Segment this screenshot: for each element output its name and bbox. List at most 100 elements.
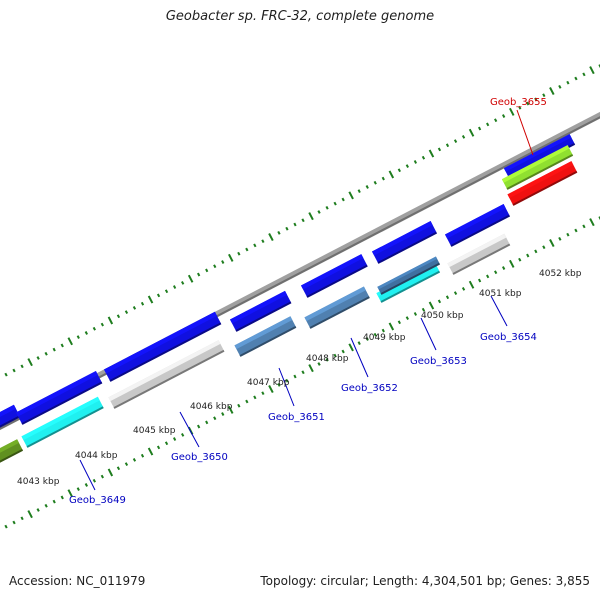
- inner-scale-tick: [237, 403, 241, 408]
- outer-scale-tick: [124, 310, 129, 314]
- outer-scale-tick: [253, 243, 257, 248]
- gene-label[interactable]: Geob_3655: [490, 97, 547, 108]
- outer-scale-tick: [285, 226, 289, 231]
- outer-scale-tick: [582, 72, 586, 77]
- scale-tick-label: 4043 kbp: [17, 477, 60, 487]
- scale-tick-label: 4052 kbp: [539, 269, 582, 279]
- inner-scale-tick: [124, 462, 129, 466]
- outer-scale-tick: [317, 210, 321, 214]
- outer-scale-tick: [325, 205, 329, 210]
- outer-scale-tick: [453, 139, 458, 143]
- gene-feature[interactable]: [507, 161, 578, 206]
- gene-feature[interactable]: [0, 439, 24, 472]
- inner-scale-tick: [381, 328, 385, 333]
- outer-scale-tick: [534, 97, 538, 102]
- inner-scale-tick: [373, 332, 377, 337]
- outer-scale-tick: [549, 87, 555, 96]
- gene-feature[interactable]: [0, 404, 21, 437]
- scale-tick-label: 4050 kbp: [421, 311, 464, 321]
- gene-label[interactable]: Geob_3649: [69, 495, 126, 506]
- outer-scale-tick: [428, 149, 435, 158]
- gene-feature[interactable]: [21, 396, 104, 448]
- outer-scale-tick: [60, 343, 64, 348]
- scale-tick-label: 4048 kbp: [306, 354, 349, 364]
- gene-feature[interactable]: [230, 290, 292, 332]
- gene-label[interactable]: Geob_3654: [480, 332, 537, 343]
- gene-features: [0, 134, 578, 472]
- inner-scale-tick: [477, 278, 482, 283]
- outer-scale-tick: [468, 128, 475, 137]
- gene-label-leader: [179, 411, 200, 448]
- topology-info: Topology: circular; Length: 4,304,501 bp…: [260, 574, 590, 588]
- inner-scale-tick: [213, 416, 217, 421]
- outer-scale-tick: [268, 233, 274, 242]
- gene-feature[interactable]: [104, 311, 222, 382]
- outer-scale-tick: [589, 66, 595, 75]
- inner-scale-tick: [164, 441, 169, 446]
- gene-feature[interactable]: [372, 221, 438, 264]
- inner-scale-tick: [468, 280, 475, 289]
- label-leader-lines: [79, 109, 534, 491]
- gene-label[interactable]: Geob_3651: [268, 412, 325, 423]
- inner-scale-tick: [317, 362, 321, 366]
- gene-feature[interactable]: [447, 233, 511, 275]
- inner-scale-tick: [172, 437, 177, 441]
- outer-scale-tick: [197, 272, 201, 277]
- gene-feature[interactable]: [108, 340, 225, 409]
- outer-scale-tick: [100, 322, 104, 327]
- inner-scale-tick: [76, 487, 80, 491]
- gene-label[interactable]: Geob_3652: [341, 383, 398, 394]
- inner-scale-tick: [308, 364, 314, 373]
- outer-scale-tick: [341, 197, 345, 202]
- scale-tick-label: 4044 kbp: [75, 451, 118, 461]
- outer-scale-tick: [36, 356, 40, 360]
- inner-scale-tick: [405, 316, 409, 320]
- inner-scale-tick: [261, 391, 265, 396]
- gene-feature[interactable]: [16, 371, 103, 425]
- outer-scale-tick: [437, 147, 442, 152]
- outer-scale-tick: [213, 264, 217, 269]
- outer-scale-tick: [502, 114, 506, 118]
- inner-scale-tick: [205, 420, 209, 425]
- inner-scale-tick: [140, 453, 145, 458]
- gene-label[interactable]: Geob_3653: [410, 356, 467, 367]
- inner-scale-tick: [509, 259, 515, 268]
- outer-scale-tick: [164, 289, 169, 294]
- inner-scale-tick: [84, 483, 88, 487]
- inner-scale-tick: [36, 508, 40, 512]
- gene-feature[interactable]: [304, 286, 370, 329]
- inner-scale-tick: [357, 341, 361, 346]
- outer-scale-tick: [156, 293, 161, 298]
- outer-scale-tick: [116, 314, 121, 319]
- inner-scale-tick: [461, 287, 466, 291]
- inner-scale-tick: [428, 301, 435, 310]
- gene-label-leader: [490, 295, 508, 327]
- inner-scale-tick: [325, 357, 329, 362]
- inner-scale-tick: [589, 218, 595, 227]
- outer-scale-tick: [388, 170, 395, 179]
- outer-scale-tick: [308, 212, 314, 221]
- gene-feature[interactable]: [445, 204, 511, 247]
- gene-feature[interactable]: [301, 254, 368, 298]
- inner-scale-tick: [445, 295, 450, 300]
- inner-scale-tick: [574, 228, 578, 233]
- inner-scale-tick: [526, 253, 530, 258]
- outer-scale-tick: [52, 347, 56, 352]
- inner-scale-tick: [60, 495, 64, 500]
- accession-value: NC_011979: [76, 574, 146, 588]
- outer-scale-tick: [172, 285, 177, 289]
- inner-scale-tick: [253, 395, 257, 400]
- outer-scale-tick: [181, 281, 185, 285]
- gene-feature[interactable]: [501, 145, 574, 190]
- inner-scale-tick: [245, 399, 249, 404]
- gene-label[interactable]: Geob_3650: [171, 452, 228, 463]
- gene-feature[interactable]: [377, 256, 441, 295]
- outer-scale-tick: [477, 126, 482, 131]
- inner-scale-tick: [92, 478, 96, 483]
- scale-tick-label: 4051 kbp: [479, 289, 522, 299]
- outer-scale-tick: [237, 251, 241, 256]
- gene-feature[interactable]: [234, 316, 297, 357]
- outer-scale-tick: [518, 105, 522, 110]
